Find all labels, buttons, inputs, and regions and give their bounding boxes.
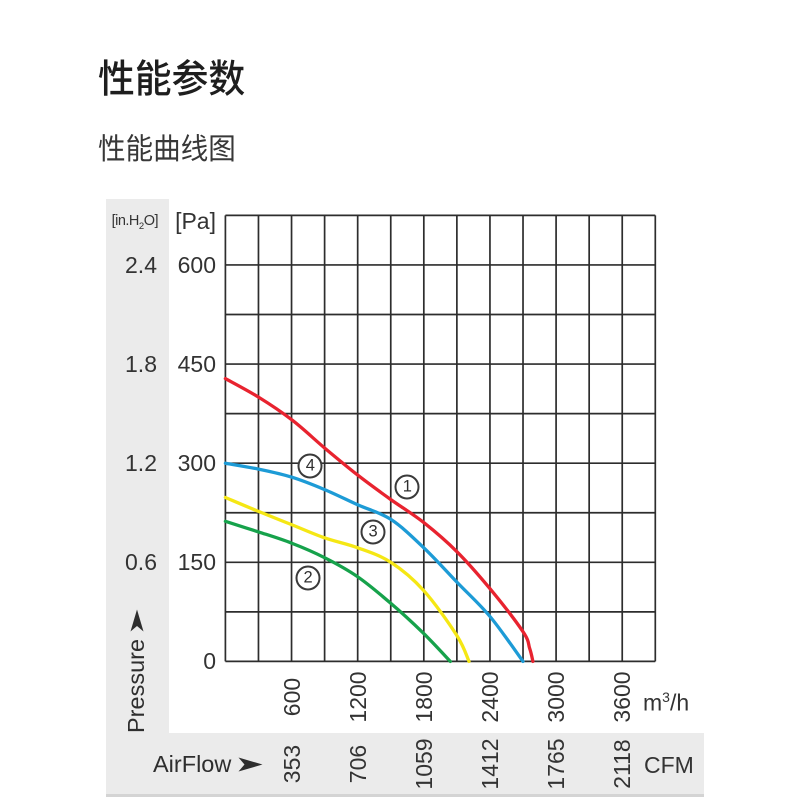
y-tick-pa-600: 600 bbox=[177, 252, 216, 278]
y-axis-unit-inh2o: [in.H2O] bbox=[106, 213, 159, 235]
y-axis-unit-pa: [Pa] bbox=[175, 208, 216, 234]
unit-m3h-pre: m bbox=[643, 689, 663, 716]
y-tick-pa-0: 0 bbox=[203, 648, 216, 675]
x-tick-m3h-3600: 3600 bbox=[609, 671, 636, 723]
unit-inh2o-post: O] bbox=[143, 213, 159, 229]
curve-4 bbox=[223, 461, 525, 664]
x-tick-m3h-3000: 3000 bbox=[543, 671, 570, 723]
y-axis-name-pressure: Pressure bbox=[123, 600, 150, 733]
x-tick-cfm-1059: 1059 bbox=[410, 738, 437, 790]
subtitle-glyphs bbox=[98, 134, 234, 162]
x-tick-m3h-2400: 2400 bbox=[477, 671, 503, 723]
y-axis-secondary-band bbox=[106, 199, 169, 794]
page-title: 性能参数 bbox=[98, 58, 245, 105]
y-tick-pa-150: 150 bbox=[177, 549, 216, 576]
series-marker-4: 4 bbox=[297, 453, 323, 479]
curve-1 bbox=[223, 376, 535, 664]
title-glyphs bbox=[98, 59, 245, 96]
curve-2 bbox=[223, 519, 452, 664]
chart-subtitle: 性能曲线图 bbox=[98, 133, 236, 170]
y-tick-inh2o-2.4: 2.4 bbox=[125, 252, 157, 278]
x-tick-cfm-353: 353 bbox=[278, 744, 305, 784]
x-axis-unit-cfm: CFM bbox=[644, 752, 694, 778]
x-tick-cfm-706: 706 bbox=[344, 744, 371, 784]
y-tick-inh2o-1.2: 1.2 bbox=[125, 450, 157, 477]
x-tick-cfm-1412: 1412 bbox=[477, 738, 503, 790]
x-axis-secondary-band bbox=[106, 732, 704, 794]
chart-grid bbox=[224, 214, 657, 663]
unit-inh2o-pre: [in.H bbox=[111, 213, 140, 229]
y-tick-pa-450: 450 bbox=[177, 351, 216, 378]
x-tick-cfm-2118: 2118 bbox=[609, 739, 636, 789]
y-tick-pa-300: 300 bbox=[177, 450, 216, 477]
x-axis-unit-m3h: m3/h bbox=[643, 684, 689, 716]
unit-m3h-sup: 3 bbox=[662, 689, 670, 705]
up-arrow-icon bbox=[130, 609, 143, 632]
series-marker-1: 1 bbox=[394, 474, 420, 500]
section-divider bbox=[106, 793, 704, 797]
y-axis-name-label: Pressure bbox=[123, 638, 149, 733]
unit-m3h-post: /h bbox=[669, 689, 690, 716]
x-axis-name-airflow: AirFlow bbox=[153, 751, 263, 778]
unit-inh2o-sub: 2 bbox=[138, 220, 144, 232]
right-arrow-icon bbox=[238, 757, 263, 772]
y-tick-inh2o-0.6: 0.6 bbox=[125, 549, 157, 576]
x-axis-name-label: AirFlow bbox=[153, 751, 232, 777]
curve-3 bbox=[223, 495, 471, 664]
x-tick-m3h-1200: 1200 bbox=[344, 671, 371, 723]
x-tick-m3h-600: 600 bbox=[278, 677, 305, 717]
x-tick-m3h-1800: 1800 bbox=[410, 671, 437, 723]
series-marker-2: 2 bbox=[295, 565, 321, 591]
x-tick-cfm-1765: 1765 bbox=[543, 738, 570, 790]
y-tick-inh2o-1.8: 1.8 bbox=[125, 351, 157, 378]
series-marker-3: 3 bbox=[360, 519, 386, 545]
